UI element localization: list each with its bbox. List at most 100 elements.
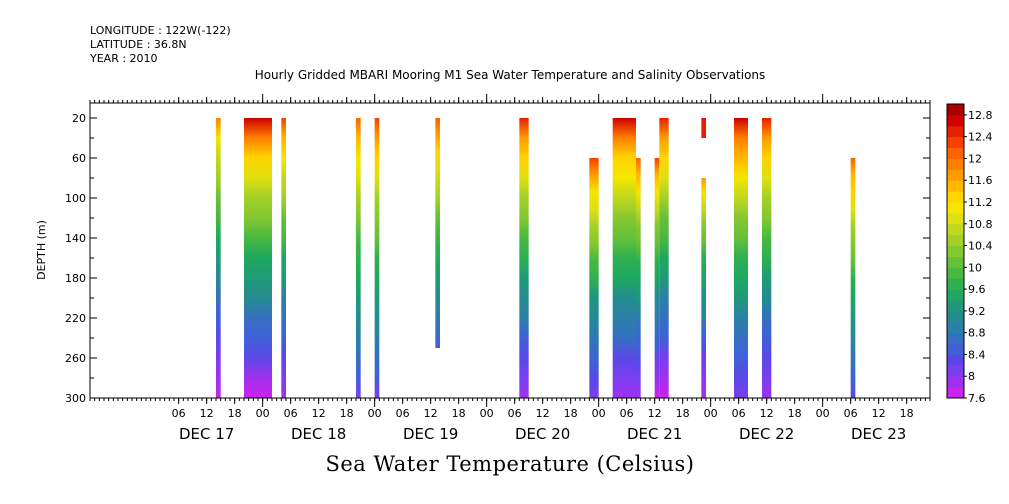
colorbar-swatch	[947, 289, 964, 301]
latitude-label: LATITUDE : 36.8N	[90, 38, 187, 51]
data-bars	[216, 118, 856, 398]
colorbar-swatch	[947, 114, 964, 127]
colorbar-swatch	[947, 321, 964, 334]
day-label: DEC 19	[403, 425, 458, 443]
x-tick-label: 12	[424, 407, 438, 420]
colorbar-swatch	[947, 245, 964, 257]
data-bar	[659, 118, 669, 398]
data-bar	[435, 118, 440, 348]
y-tick-label: 20	[72, 112, 86, 125]
y-tick-label: 180	[65, 272, 86, 285]
x-tick-label: 06	[620, 407, 634, 420]
colorbar-swatch	[947, 191, 964, 203]
colorbar-swatch	[947, 125, 964, 138]
colorbar-swatch	[947, 376, 964, 388]
colorbar-swatch	[947, 365, 964, 377]
y-tick-label: 260	[65, 352, 86, 365]
colorbar-label: 11.6	[968, 174, 993, 187]
colorbar-swatch	[947, 310, 964, 323]
x-tick-label: 00	[816, 407, 830, 420]
colorbar-swatch	[947, 136, 964, 149]
x-tick-label: 12	[200, 407, 214, 420]
x-tick-label: 18	[564, 407, 578, 420]
colorbar-label: 7.6	[968, 392, 986, 405]
x-tick-label: 06	[844, 407, 858, 420]
colorbar-swatch	[947, 387, 964, 399]
year-label: YEAR : 2010	[90, 52, 158, 65]
colorbar-swatch	[947, 343, 964, 355]
y-tick-label: 300	[65, 392, 86, 405]
data-bar	[374, 118, 380, 398]
data-bar	[356, 118, 361, 398]
y-axis-label: DEPTH (m)	[35, 220, 48, 280]
colorbar-swatch	[947, 332, 964, 345]
x-tick-label: 18	[900, 407, 914, 420]
x-tick-label: 06	[172, 407, 186, 420]
day-label: DEC 21	[627, 425, 682, 443]
day-label: DEC 22	[739, 425, 794, 443]
colorbar-swatch	[947, 300, 964, 312]
x-tick-label: 00	[704, 407, 718, 420]
colorbar-label: 12.4	[968, 131, 993, 144]
chart-title: Hourly Gridded MBARI Mooring M1 Sea Wate…	[254, 68, 766, 82]
colorbar-swatch	[947, 223, 964, 236]
colorbar-swatch	[947, 267, 964, 279]
y-tick-label: 60	[72, 152, 86, 165]
colorbar-label: 9.6	[968, 283, 986, 296]
data-bar	[850, 158, 856, 398]
colorbar-label: 8.8	[968, 327, 986, 340]
colorbar-frame	[946, 103, 965, 399]
data-bar	[654, 158, 660, 398]
colorbar-swatch	[947, 147, 964, 159]
data-bar	[244, 118, 272, 398]
colorbar-label: 10.4	[968, 240, 993, 253]
y-tick-label: 140	[65, 232, 86, 245]
x-tick-label: 00	[592, 407, 606, 420]
data-bar	[701, 178, 706, 398]
chart-caption: Sea Water Temperature (Celsius)	[325, 452, 695, 476]
x-tick-label: 06	[396, 407, 410, 420]
colorbar-swatch	[947, 212, 964, 225]
x-tick-label: 12	[648, 407, 662, 420]
x-tick-label: 12	[872, 407, 886, 420]
colorbar-swatch	[947, 158, 964, 170]
x-tick-label: 18	[676, 407, 690, 420]
x-tick-label: 18	[788, 407, 802, 420]
colorbar-swatch	[947, 256, 964, 268]
x-tick-label: 00	[256, 407, 270, 420]
data-bar	[216, 118, 221, 398]
data-bar	[734, 118, 748, 398]
x-tick-label: 06	[508, 407, 522, 420]
x-tick-label: 12	[536, 407, 550, 420]
x-tick-label: 12	[760, 407, 774, 420]
colorbar-swatch	[947, 169, 964, 181]
axes: 20 60 100 140 180 220 260 300 06 12 18 00 06 12 18 00 06…	[65, 94, 931, 443]
data-bar	[762, 118, 772, 398]
longitude-label: LONGITUDE : 122W(-122)	[90, 24, 231, 37]
colorbar-swatch	[947, 354, 964, 366]
data-bar	[281, 118, 286, 398]
day-label: DEC 18	[291, 425, 346, 443]
y-tick-label: 220	[65, 312, 86, 325]
colorbar-label: 8.4	[968, 348, 986, 361]
colorbar: 7.6 8 8.4 8.8 9.2 9.6 10 10.4 10.8 11.2 11.6 12 12.4…	[946, 103, 993, 405]
colorbar-label: 12.8	[968, 109, 993, 122]
colorbar-label: 10	[968, 261, 982, 274]
data-bar	[519, 118, 529, 398]
colorbar-swatch	[947, 104, 964, 116]
x-tick-label: 12	[312, 407, 326, 420]
x-tick-label: 18	[452, 407, 466, 420]
x-tick-label: 06	[732, 407, 746, 420]
colorbar-swatch	[947, 202, 964, 214]
colorbar-label: 9.2	[968, 305, 986, 318]
colorbar-swatch	[947, 234, 964, 247]
colorbar-label: 10.8	[968, 218, 993, 231]
header-metadata: LONGITUDE : 122W(-122) LATITUDE : 36.8N …	[90, 24, 231, 66]
data-bar	[636, 158, 641, 398]
x-tick-label: 18	[228, 407, 242, 420]
data-bar	[589, 158, 599, 398]
colorbar-label: 12	[968, 152, 982, 165]
data-bar	[612, 118, 636, 398]
x-tick-label: 06	[284, 407, 298, 420]
